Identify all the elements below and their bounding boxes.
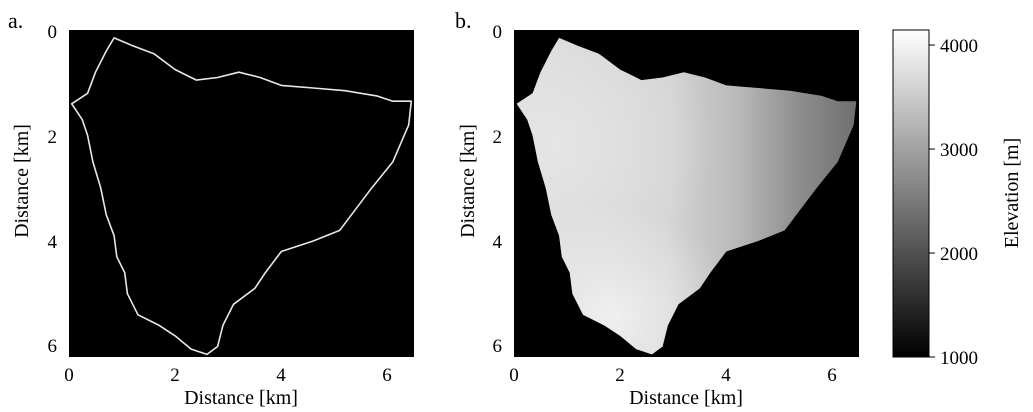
panel-b-xtick-4: 4 bbox=[721, 365, 731, 386]
panel-b-x-ticks: 0 2 4 6 bbox=[509, 365, 837, 386]
panel-a-ytick-2: 2 bbox=[48, 127, 58, 148]
panel-a-xtick-6: 6 bbox=[382, 365, 392, 386]
panel-a-ytick-4: 4 bbox=[48, 232, 58, 253]
panel-a-xtick-0: 0 bbox=[64, 365, 74, 386]
panel-a-plot-area bbox=[69, 30, 414, 357]
panel-b: b. 0 2 4 6 0 2 4 6 Distance [km] Distanc… bbox=[455, 8, 859, 409]
panel-b-xlabel: Distance [km] bbox=[629, 387, 743, 409]
colorbar-tick-1000: 1000 bbox=[940, 348, 978, 369]
panel-b-xtick-0: 0 bbox=[509, 365, 519, 386]
colorbar-label: Elevation [m] bbox=[1001, 138, 1023, 249]
colorbar-tick-3000: 3000 bbox=[940, 140, 978, 161]
colorbar-tick-4000: 4000 bbox=[940, 36, 978, 57]
panel-a-ytick-6: 6 bbox=[48, 336, 58, 357]
panel-a-xtick-4: 4 bbox=[276, 365, 286, 386]
panel-b-xtick-6: 6 bbox=[827, 365, 837, 386]
panel-a-xtick-2: 2 bbox=[170, 365, 180, 386]
panel-a-label: a. bbox=[8, 8, 23, 33]
catchment-boundary-line bbox=[70, 37, 413, 356]
panel-a-xlabel: Distance [km] bbox=[184, 387, 298, 409]
panel-a: a. 0 2 4 6 0 2 4 6 Distance [km] Distanc… bbox=[8, 8, 414, 409]
colorbar-gradient bbox=[892, 29, 930, 358]
colorbar-tick-2000: 2000 bbox=[940, 244, 978, 265]
panel-b-ytick-0: 0 bbox=[493, 22, 503, 43]
panel-b-ytick-2: 2 bbox=[493, 127, 503, 148]
panel-b-label: b. bbox=[455, 8, 472, 33]
panel-b-ytick-6: 6 bbox=[493, 336, 503, 357]
panel-a-ylabel: Distance [km] bbox=[11, 124, 33, 238]
panel-b-xtick-2: 2 bbox=[615, 365, 625, 386]
panel-a-ytick-0: 0 bbox=[48, 22, 58, 43]
panel-b-ytick-4: 4 bbox=[493, 232, 503, 253]
colorbar: 4000 3000 2000 1000 Elevation [m] bbox=[892, 29, 1023, 369]
panel-a-y-ticks: 0 2 4 6 bbox=[48, 22, 58, 357]
panel-b-y-ticks: 0 2 4 6 bbox=[493, 22, 503, 357]
panel-b-ylabel: Distance [km] bbox=[457, 124, 479, 238]
panel-a-x-ticks: 0 2 4 6 bbox=[64, 365, 392, 386]
